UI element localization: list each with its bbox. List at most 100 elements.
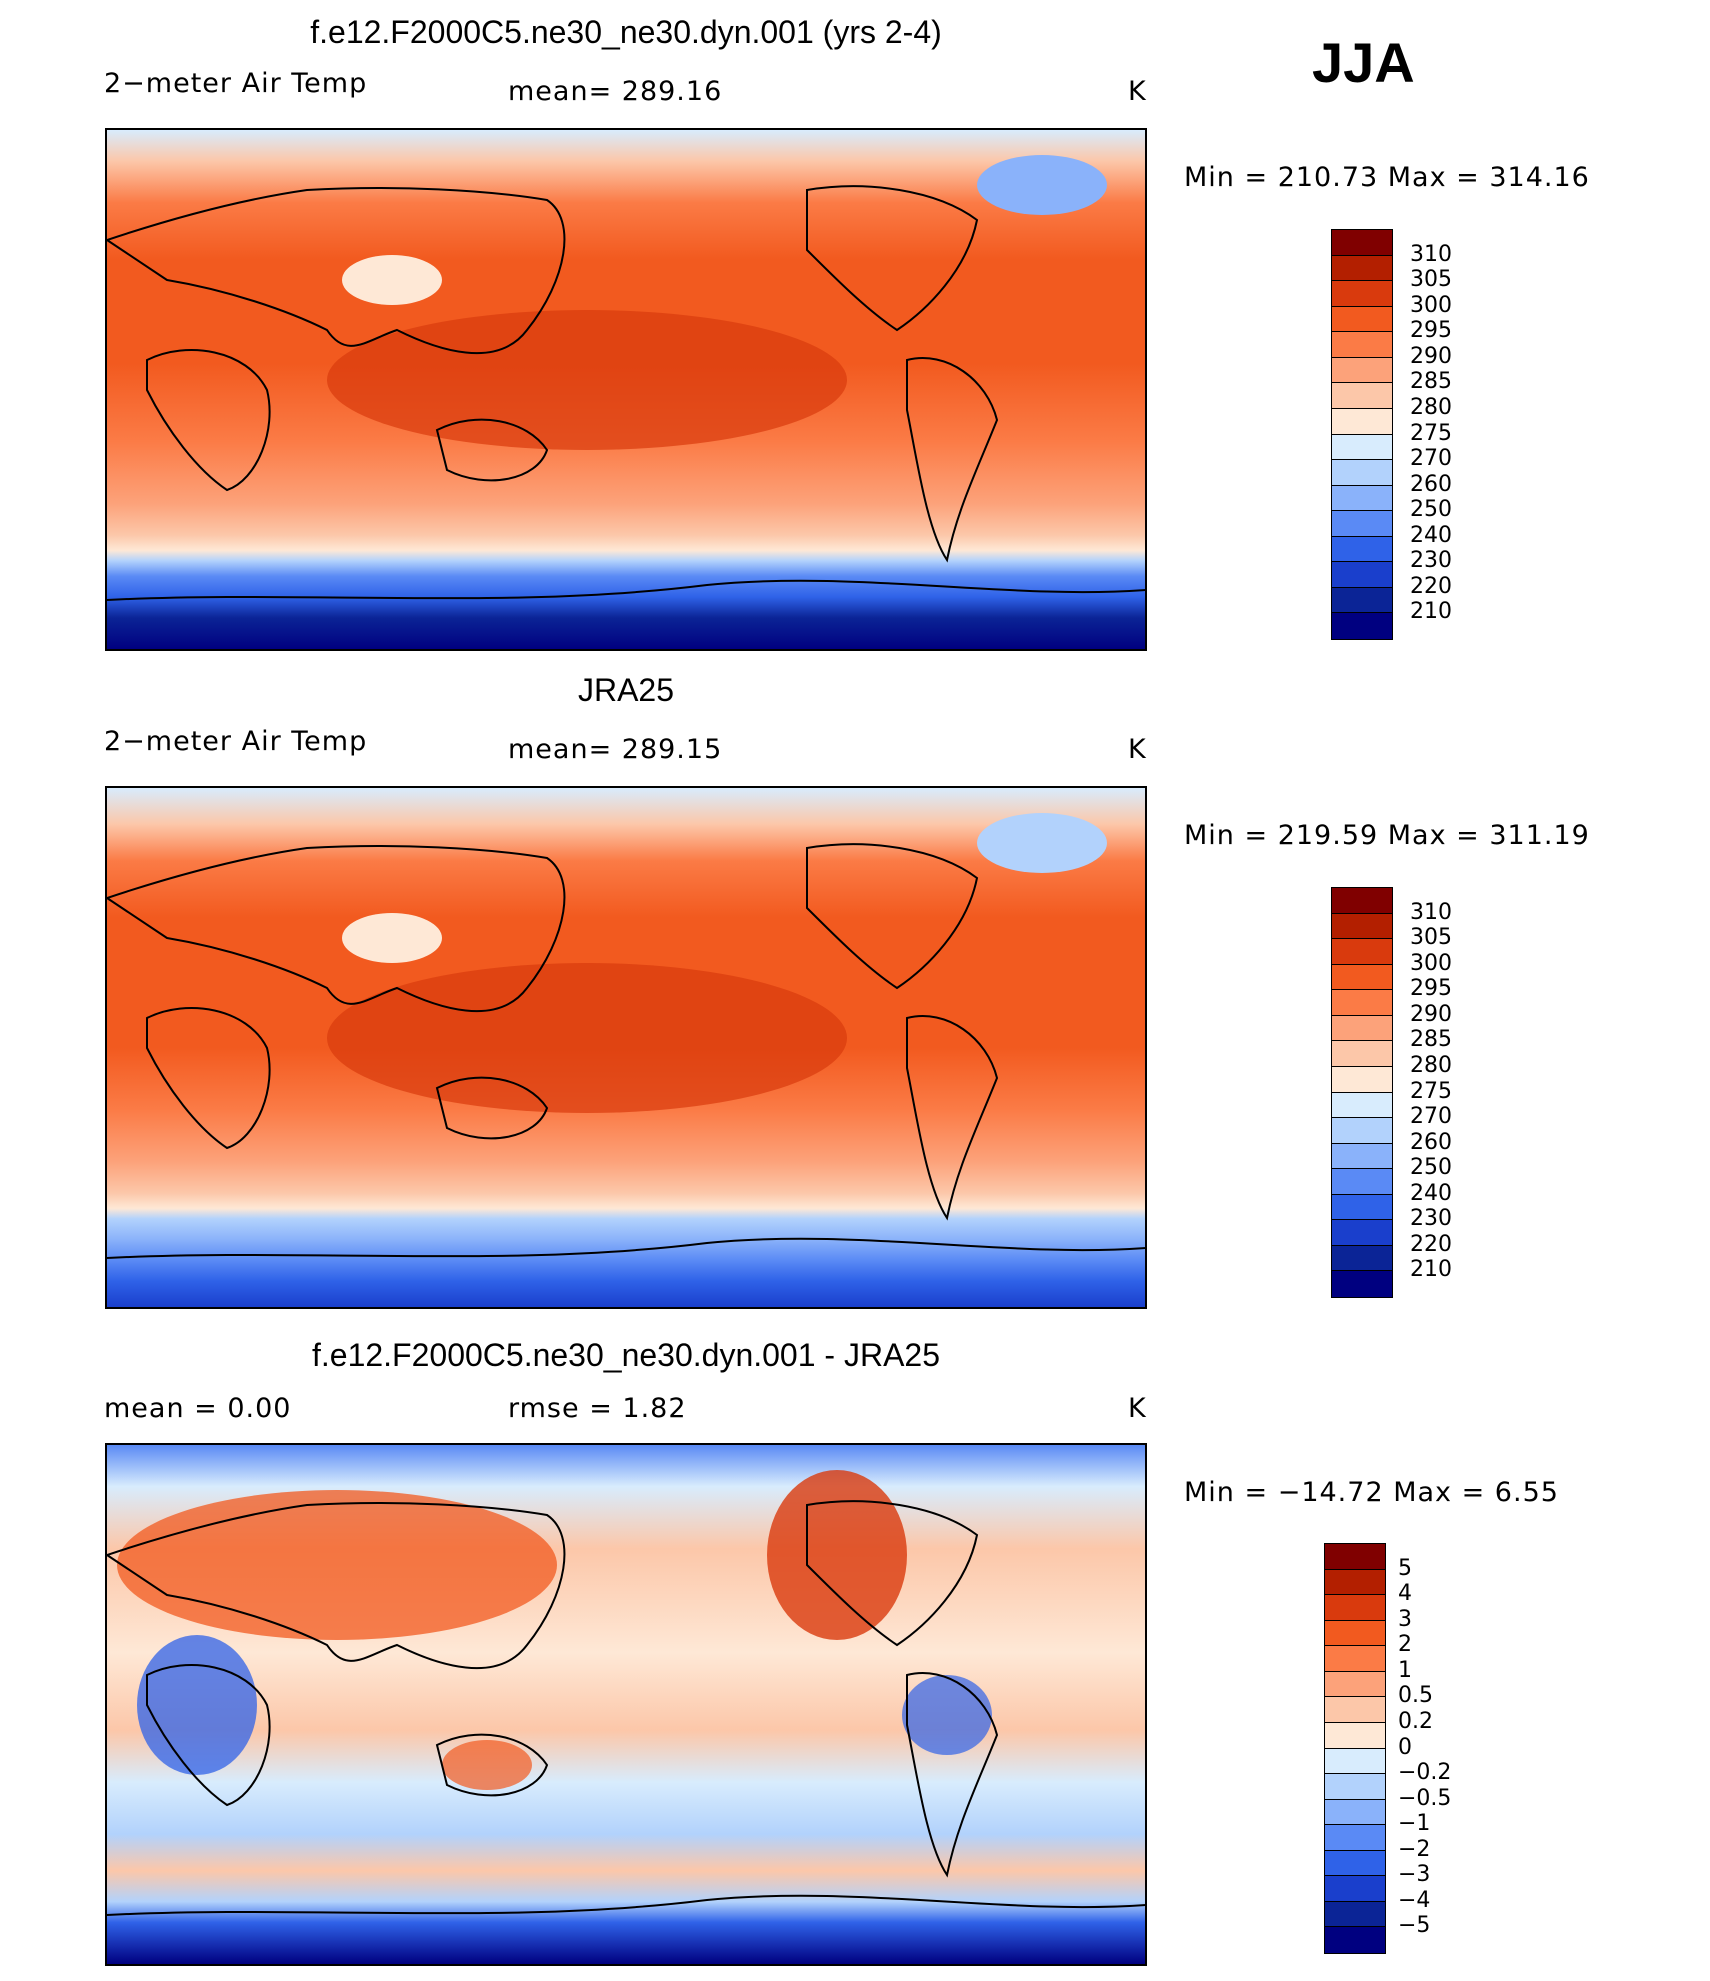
colorbar-box	[1332, 230, 1392, 256]
colorbar-box	[1325, 1595, 1385, 1621]
colorbar-box	[1332, 964, 1392, 991]
panel-1-title: f.e12.F2000C5.ne30_ne30.dyn.001 (yrs 2-4…	[310, 14, 942, 50]
colorbar-label: −3	[1398, 1862, 1431, 1888]
panel-2-colorbar	[1331, 887, 1393, 1298]
colorbar-box	[1332, 357, 1392, 384]
colorbar-label: 270	[1410, 1104, 1452, 1130]
panel-1-map-field	[107, 130, 1145, 649]
colorbar-box	[1325, 1876, 1385, 1902]
colorbar-box	[1332, 281, 1392, 307]
colorbar-box	[1325, 1799, 1385, 1826]
colorbar-label: 290	[1410, 1001, 1452, 1027]
colorbar-label: 280	[1410, 394, 1452, 420]
colorbar-label: 210	[1410, 1257, 1452, 1283]
panel-2-map-field	[107, 788, 1145, 1307]
colorbar-box	[1325, 1774, 1385, 1800]
colorbar-box	[1332, 306, 1392, 333]
colorbar-label: −1	[1398, 1811, 1431, 1837]
colorbar-box	[1325, 1671, 1385, 1698]
colorbar-label: 295	[1410, 318, 1452, 344]
panel-1-mean-label: mean= 289.16	[508, 76, 723, 107]
colorbar-box	[1332, 434, 1392, 461]
colorbar-box	[1332, 888, 1392, 914]
panel-2-minmax: Min = 219.59 Max = 311.19	[1184, 820, 1590, 851]
colorbar-label: 210	[1410, 599, 1452, 625]
colorbar-label: 300	[1410, 292, 1452, 318]
colorbar-box	[1332, 485, 1392, 512]
colorbar-box	[1332, 990, 1392, 1016]
colorbar-label: 240	[1410, 522, 1452, 548]
panel-1-variable-label: 2−meter Air Temp	[104, 68, 368, 99]
colorbar-label: 270	[1410, 446, 1452, 472]
panel-2-units: K	[1128, 734, 1147, 765]
panel-3-colorbar-labels: 5 4 3 2 1 0.5 0.2 0 −0.2 −0.5 −1 −2 −3 −4 −5	[1398, 1543, 1508, 1954]
panel-2-variable-label: 2−meter Air Temp	[104, 726, 368, 757]
colorbar-box	[1325, 1544, 1385, 1570]
colorbar-box	[1325, 1569, 1385, 1596]
colorbar-box	[1332, 939, 1392, 965]
colorbar-box	[1332, 1220, 1392, 1246]
colorbar-box	[1332, 1143, 1392, 1170]
colorbar-box	[1325, 1697, 1385, 1723]
colorbar-label: 250	[1410, 497, 1452, 523]
panel-3-map	[105, 1443, 1147, 1966]
panel-3-rmse-label: rmse = 1.82	[508, 1393, 687, 1424]
panel-3-title: f.e12.F2000C5.ne30_ne30.dyn.001 - JRA25	[311, 1337, 940, 1373]
panel-2-title: JRA25	[577, 672, 675, 708]
colorbar-label: 285	[1410, 369, 1452, 395]
season-label: JJA	[1312, 31, 1415, 94]
colorbar-label: −5	[1398, 1913, 1431, 1939]
colorbar-box	[1325, 1927, 1385, 1953]
colorbar-box	[1332, 511, 1392, 537]
colorbar-box	[1332, 613, 1392, 639]
colorbar-box	[1332, 1194, 1392, 1221]
colorbar-label: 1	[1398, 1657, 1412, 1683]
panel-1-colorbar-labels: 310 305 300 295 290 285 280 275 270 260 250 240 230 2…	[1410, 229, 1500, 640]
panel-3-units: K	[1128, 1393, 1147, 1424]
colorbar-label: 260	[1410, 1129, 1452, 1155]
colorbar-label: 220	[1410, 1231, 1452, 1257]
colorbar-label: 0.2	[1398, 1708, 1433, 1734]
colorbar-box	[1332, 408, 1392, 435]
colorbar-box	[1325, 1825, 1385, 1851]
colorbar-box	[1332, 255, 1392, 282]
panel-2-map	[105, 786, 1147, 1309]
colorbar-box	[1332, 913, 1392, 940]
colorbar-label: −0.2	[1398, 1760, 1452, 1786]
panel-1-minmax: Min = 210.73 Max = 314.16	[1184, 162, 1590, 193]
colorbar-box	[1325, 1722, 1385, 1749]
colorbar-label: 295	[1410, 976, 1452, 1002]
colorbar-label: 280	[1410, 1052, 1452, 1078]
colorbar-label: 305	[1410, 267, 1452, 293]
colorbar-box	[1332, 1118, 1392, 1144]
colorbar-label: 3	[1398, 1606, 1412, 1632]
colorbar-label: 5	[1398, 1555, 1412, 1581]
panel-3-minmax: Min = −14.72 Max = 6.55	[1184, 1477, 1559, 1508]
panel-1-colorbar	[1331, 229, 1393, 640]
colorbar-box	[1332, 1066, 1392, 1093]
colorbar-label: 2	[1398, 1632, 1412, 1658]
colorbar-label: 230	[1410, 548, 1452, 574]
colorbar-label: −0.5	[1398, 1785, 1452, 1811]
colorbar-label: 290	[1410, 343, 1452, 369]
colorbar-label: 260	[1410, 471, 1452, 497]
colorbar-box	[1332, 536, 1392, 563]
colorbar-label: 285	[1410, 1027, 1452, 1053]
panel-3-colorbar	[1324, 1543, 1386, 1954]
panel-3-mean-label: mean = 0.00	[104, 1393, 292, 1424]
colorbar-box	[1332, 562, 1392, 588]
colorbar-label: 220	[1410, 573, 1452, 599]
panel-3-map-field	[107, 1445, 1145, 1964]
colorbar-label: 4	[1398, 1581, 1412, 1607]
colorbar-label: 275	[1410, 420, 1452, 446]
colorbar-label: 0.5	[1398, 1683, 1433, 1709]
panel-1-map	[105, 128, 1147, 651]
colorbar-box	[1332, 460, 1392, 486]
colorbar-label: 250	[1410, 1155, 1452, 1181]
colorbar-box	[1332, 1271, 1392, 1297]
colorbar-label: 0	[1398, 1734, 1412, 1760]
panel-2-mean-label: mean= 289.15	[508, 734, 723, 765]
colorbar-label: 240	[1410, 1180, 1452, 1206]
colorbar-box	[1332, 1015, 1392, 1042]
colorbar-box	[1332, 1169, 1392, 1195]
